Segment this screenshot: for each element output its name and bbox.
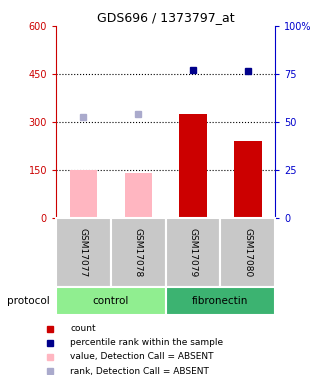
Text: fibronectin: fibronectin	[192, 296, 249, 306]
Text: GSM17080: GSM17080	[243, 228, 252, 277]
Bar	[234, 141, 261, 218]
Text: protocol: protocol	[7, 296, 50, 306]
Bar	[166, 217, 220, 287]
Text: GSM17077: GSM17077	[79, 228, 88, 277]
Text: GSM17078: GSM17078	[134, 228, 143, 277]
Bar	[111, 217, 166, 287]
Text: rank, Detection Call = ABSENT: rank, Detection Call = ABSENT	[70, 367, 209, 375]
Title: GDS696 / 1373797_at: GDS696 / 1373797_at	[97, 11, 235, 24]
Bar	[179, 114, 207, 218]
Bar	[124, 173, 152, 217]
Text: GSM17079: GSM17079	[188, 228, 197, 277]
Bar	[56, 217, 111, 287]
Bar	[56, 287, 166, 315]
Bar	[220, 217, 275, 287]
Text: control: control	[92, 296, 129, 306]
Text: count: count	[70, 324, 96, 333]
Bar	[166, 287, 275, 315]
Text: percentile rank within the sample: percentile rank within the sample	[70, 338, 223, 347]
Text: value, Detection Call = ABSENT: value, Detection Call = ABSENT	[70, 352, 214, 362]
Bar	[70, 170, 97, 217]
